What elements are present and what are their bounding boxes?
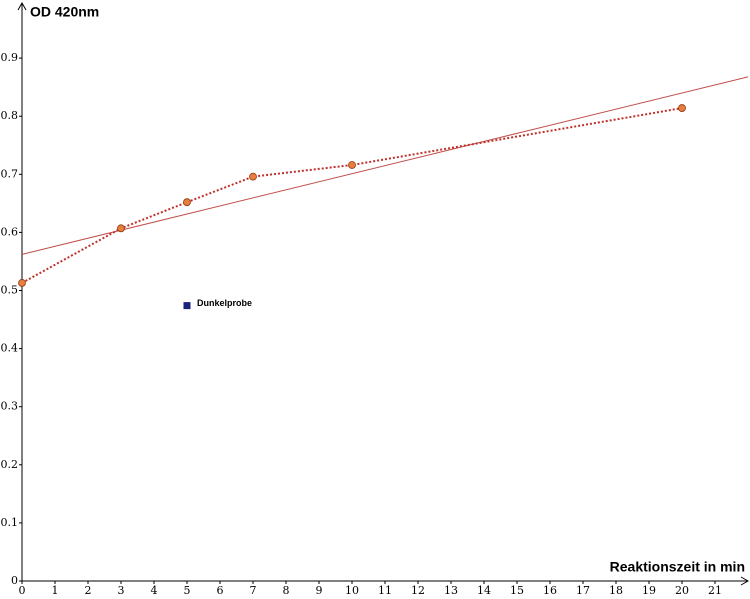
x-tick-label: 9 — [316, 584, 323, 597]
data-point — [348, 161, 356, 169]
y-tick-label: 0.4 — [1, 342, 19, 355]
x-tick-label: 6 — [217, 584, 224, 597]
y-axis-arrow — [17, 1, 27, 11]
x-tick-label: 2 — [85, 584, 92, 597]
y-tick-label: 0.1 — [1, 516, 19, 529]
x-tick-label: 16 — [543, 584, 557, 597]
y-tick-label: 0.2 — [1, 458, 19, 471]
y-tick-label: 0.5 — [1, 284, 19, 297]
x-tick-label: 5 — [184, 584, 191, 597]
y-tick-label: 0.6 — [1, 225, 19, 238]
x-tick-label: 21 — [708, 584, 722, 597]
x-tick-label: 4 — [151, 584, 158, 597]
y-axis-label: OD 420nm — [30, 4, 99, 20]
x-tick-label: 14 — [477, 584, 491, 597]
x-tick-label: 18 — [609, 584, 623, 597]
trend-line — [21, 76, 749, 255]
y-tick-label: 0 — [11, 574, 18, 587]
x-tick-label: 17 — [576, 584, 590, 597]
series-line — [21, 107, 683, 284]
x-tick-label: 11 — [378, 584, 392, 597]
data-point — [249, 172, 257, 181]
y-tick-label: 0.3 — [1, 400, 19, 413]
point-marker — [183, 302, 191, 310]
data-point — [183, 198, 191, 207]
x-tick-label: 1 — [52, 584, 59, 597]
x-tick-label: 0 — [19, 584, 26, 597]
data-point — [117, 224, 125, 233]
data-point — [678, 104, 686, 112]
y-tick-label: 0.8 — [1, 109, 19, 122]
y-tick-label: 0.9 — [1, 51, 19, 64]
x-tick-label: 7 — [250, 584, 257, 597]
y-tick-label: 0.7 — [1, 167, 19, 180]
x-tick-label: 15 — [510, 584, 524, 597]
data-point — [18, 279, 26, 287]
x-axis-arrow — [740, 576, 750, 586]
x-tick-label: 20 — [675, 584, 689, 597]
x-tick-label: 13 — [444, 584, 458, 597]
point-label: Dunkelprobe — [197, 298, 252, 308]
x-tick-label: 12 — [411, 584, 425, 597]
x-tick-label: 19 — [642, 584, 656, 597]
x-axis-label: Reaktionszeit in min — [610, 559, 745, 575]
x-tick-label: 8 — [283, 584, 290, 597]
x-tick-label: 3 — [118, 584, 125, 597]
x-tick-label: 10 — [345, 584, 359, 597]
